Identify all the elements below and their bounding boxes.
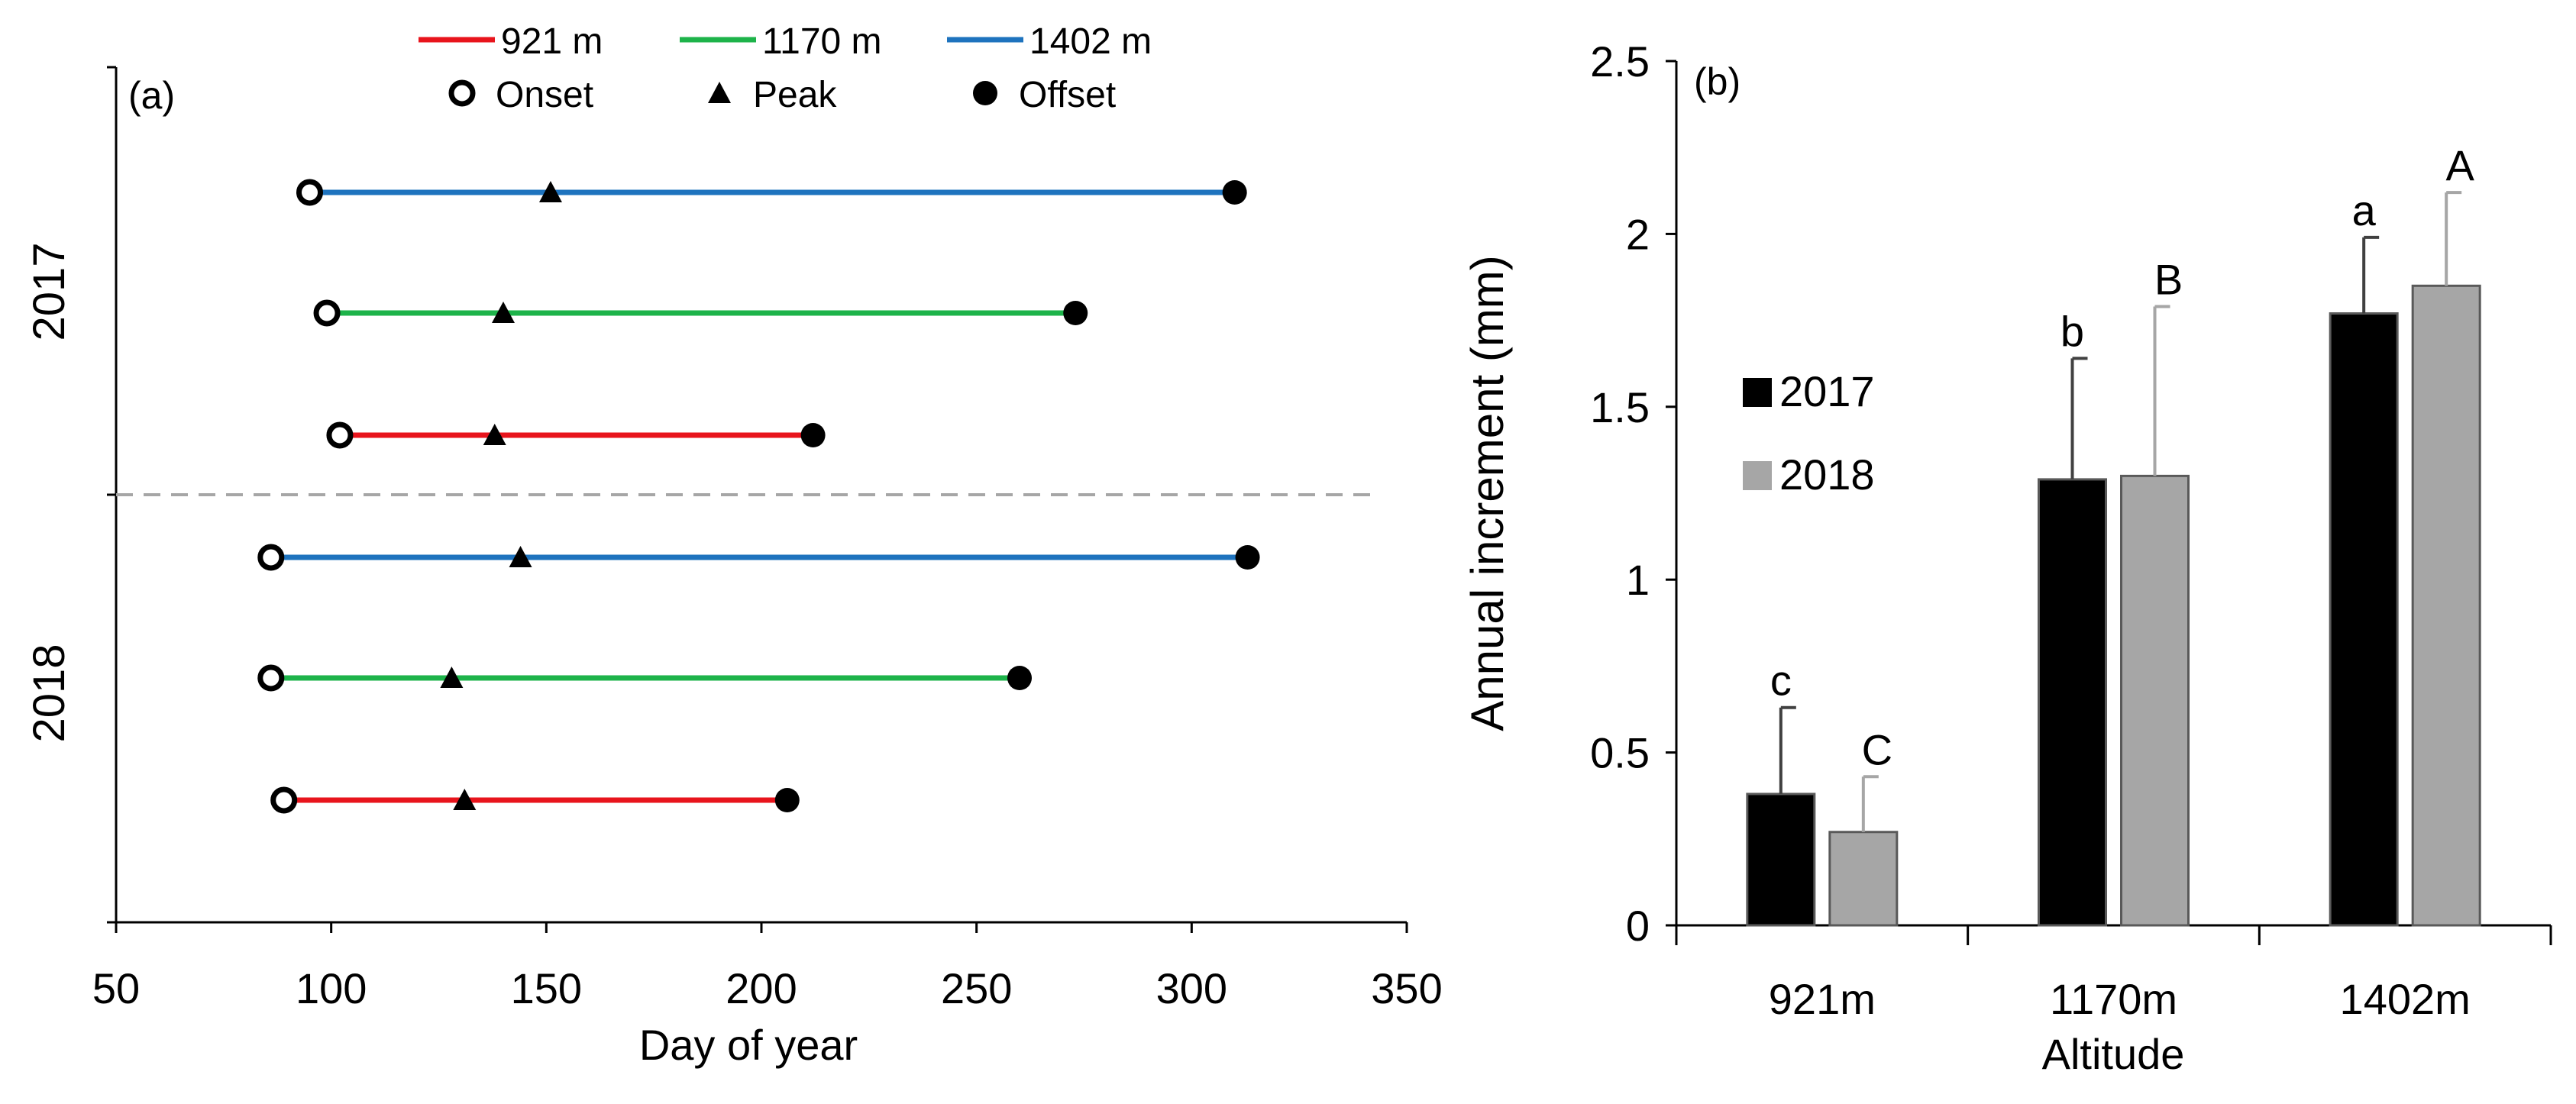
peak-marker-2017-921m <box>483 424 506 445</box>
panel-b-y-ticks: 0 0.5 1 1.5 2 2.5 <box>1590 37 1676 950</box>
significance-letter-2017-1170m: b <box>2060 307 2084 355</box>
panel-a-x-ticks: 50 100 150 200 250 300 350 <box>92 922 1443 1012</box>
panel-a-x-tick-label: 150 <box>511 964 582 1012</box>
legend-marker-label: Offset <box>1019 75 1116 115</box>
panel-b-y-tick-label: 2 <box>1626 210 1650 258</box>
legend-label-2018: 2018 <box>1779 450 1875 499</box>
peak-marker-2018-1402m <box>509 546 532 567</box>
bar-2017-1170m <box>2038 478 2107 927</box>
offset-marker-2018-1402m <box>1235 545 1260 570</box>
panel-b-x-tick-label: 1402m <box>2340 975 2471 1023</box>
panel-b-y-tick-label: 1.5 <box>1590 383 1650 431</box>
panel-a-x-tick-label: 250 <box>941 964 1012 1012</box>
offset-marker-2017-921m <box>800 423 826 447</box>
panel-b-x-ticks: 921m 1170m 1402m <box>1675 925 2552 1023</box>
bar-2017-921m <box>1746 792 1816 927</box>
panel-a-year-labels: 2017 2018 <box>24 242 74 742</box>
panel-b-legend: 2017 2018 <box>1743 367 1875 499</box>
year-label-2018: 2018 <box>24 644 74 742</box>
legend-swatch-2017 <box>1743 378 1772 407</box>
year-label-2017: 2017 <box>24 242 74 341</box>
panel-b-y-tick-label: 0 <box>1626 902 1650 950</box>
peak-marker-2018-921m <box>453 789 477 810</box>
legend-line-label: 1402 m <box>1029 21 1152 62</box>
legend-marker-label: Onset <box>496 75 593 115</box>
panel-b-y-axis-title: Annual increment (mm) <box>1462 255 1513 731</box>
significance-letter-2018-1402m: A <box>2445 141 2474 189</box>
onset-marker-2018-1170m <box>257 664 285 692</box>
onset-marker-2017-1402m <box>296 179 323 206</box>
significance-letter-2018-921m: C <box>1862 725 1892 773</box>
onset-marker-2018-1402m <box>257 544 285 571</box>
offset-marker-2017-1170m <box>1063 301 1088 325</box>
legend-label-2017: 2017 <box>1779 367 1875 415</box>
bar-2018-921m <box>1828 831 1899 927</box>
panel-b-y-tick-label: 0.5 <box>1590 729 1650 777</box>
panel-a-series <box>257 179 1260 814</box>
significance-letter-2018-1170m: B <box>2154 255 2183 303</box>
panel-b-x-tick-label: 1170m <box>2050 975 2177 1023</box>
panel-a-x-tick-label: 200 <box>726 964 797 1012</box>
legend-line-label: 1170 m <box>762 21 882 62</box>
legend-swatch-2018 <box>1743 461 1772 490</box>
significance-letter-2017-921m: c <box>1770 657 1792 705</box>
peak-marker-2017-1402m <box>538 181 562 202</box>
offset-marker-2018-921m <box>774 788 800 812</box>
panel-a-x-tick-label: 350 <box>1371 964 1442 1012</box>
panel-a-label: (a) <box>128 74 175 117</box>
panel-a-x-tick-label: 100 <box>296 964 367 1012</box>
offset-marker-2017-1402m <box>1222 180 1247 205</box>
significance-letter-2017-1402m: a <box>2352 186 2377 234</box>
bar-2018-1402m <box>2411 284 2481 927</box>
bar-2018-1170m <box>2120 474 2190 927</box>
panel-b-increment: (b) 0 0.5 1 1.5 2 2.5 921m 1170m 1402m Annual i… <box>1462 37 2552 1078</box>
panel-b-y-tick-label: 1 <box>1626 556 1650 604</box>
panel-a-phenology: (a) 50 100 150 200 250 300 350 Day of year 201… <box>24 21 1443 1069</box>
offset-marker-2018-1170m <box>1007 666 1032 690</box>
legend-marker-label: Peak <box>753 75 837 115</box>
panel-a-x-tick-label: 50 <box>92 964 140 1012</box>
onset-marker-2017-1170m <box>313 299 341 327</box>
legend-line-label: 921 m <box>501 21 603 62</box>
panel-a-x-axis-title: Day of year <box>639 1021 858 1069</box>
bar-2017-1402m <box>2329 312 2399 927</box>
panel-b-x-axis-title: Altitude <box>2042 1030 2185 1078</box>
legend-marker-onset <box>448 79 476 107</box>
onset-marker-2018-921m <box>270 786 298 814</box>
panel-a-legend: 921 m 1170 m 1402 m Onset Peak Offset <box>419 21 1152 115</box>
panel-b-y-tick-label: 2.5 <box>1590 37 1650 86</box>
legend-marker-peak <box>708 82 731 103</box>
peak-marker-2017-1170m <box>492 302 515 323</box>
legend-marker-offset <box>973 81 997 105</box>
onset-marker-2017-921m <box>326 421 354 449</box>
peak-marker-2018-1170m <box>440 667 464 688</box>
panel-b-x-tick-label: 921m <box>1769 975 1876 1023</box>
panel-b-bars: c Cb Ba A <box>1746 141 2481 927</box>
panel-a-x-tick-label: 300 <box>1156 964 1227 1012</box>
panel-b-label: (b) <box>1694 60 1740 103</box>
